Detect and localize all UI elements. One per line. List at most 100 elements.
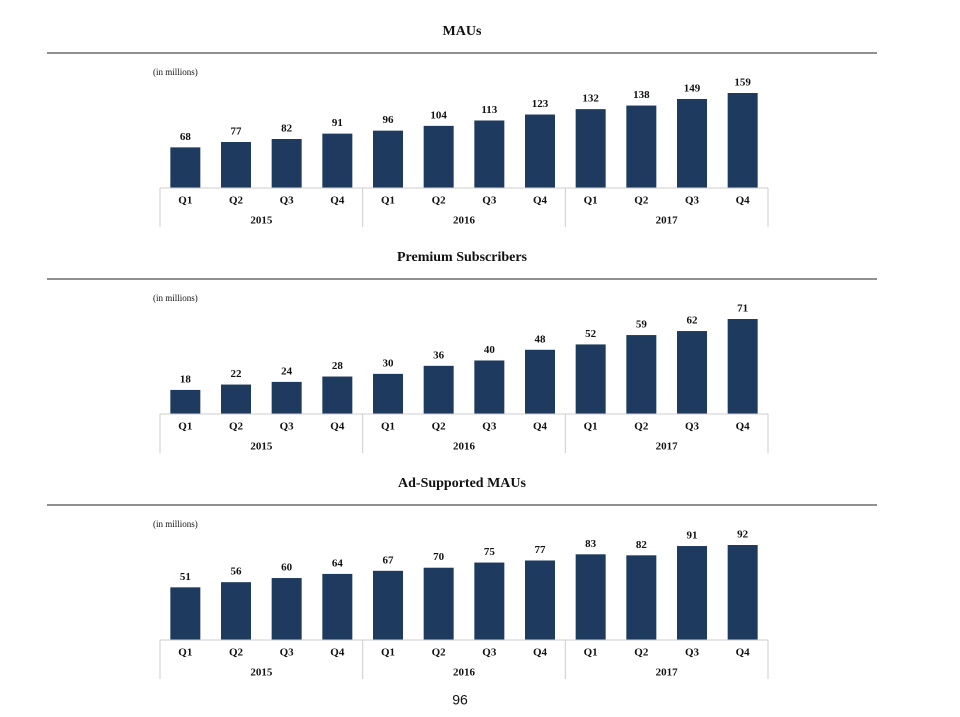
bar [322, 573, 353, 640]
data-label: 40 [484, 344, 496, 356]
data-label: 91 [332, 117, 343, 129]
category-label: Q2 [634, 421, 649, 433]
data-label: 68 [180, 131, 192, 143]
bar [525, 349, 555, 414]
data-label: 149 [684, 83, 701, 95]
data-label: 52 [585, 328, 597, 340]
category-label: Q3 [685, 647, 700, 659]
bar [423, 365, 454, 414]
data-label: 91 [687, 530, 698, 542]
bar [525, 114, 555, 188]
category-label: Q2 [432, 421, 447, 433]
group-label: 2017 [656, 667, 679, 679]
bar [474, 562, 505, 640]
category-label: Q4 [533, 195, 548, 207]
group-label: 2015 [250, 441, 273, 453]
category-label: Q3 [280, 647, 295, 659]
bar [575, 109, 606, 188]
bar [575, 554, 606, 640]
bar [423, 567, 454, 640]
group-label: 2016 [453, 215, 476, 227]
bar [271, 139, 302, 188]
category-label: Q3 [482, 647, 497, 659]
data-label: 24 [281, 365, 293, 377]
bar [423, 125, 454, 188]
category-label: Q4 [330, 195, 345, 207]
category-label: Q1 [381, 647, 395, 659]
data-label: 96 [383, 114, 395, 126]
category-label: Q4 [736, 647, 751, 659]
data-label: 83 [585, 538, 597, 550]
group-label: 2015 [250, 667, 273, 679]
group-label: 2015 [250, 215, 273, 227]
bar [677, 331, 707, 414]
data-label: 82 [281, 123, 293, 135]
category-label: Q4 [736, 195, 751, 207]
data-label: 36 [433, 349, 445, 361]
bar [271, 381, 302, 414]
data-label: 22 [231, 368, 243, 380]
category-label: Q1 [178, 421, 192, 433]
category-label: Q3 [280, 195, 295, 207]
category-label: Q1 [178, 647, 192, 659]
bar [221, 582, 251, 640]
group-label: 2017 [656, 215, 679, 227]
data-label: 82 [636, 539, 648, 551]
bar [677, 546, 707, 640]
data-label: 71 [737, 303, 748, 315]
bar [373, 570, 403, 640]
data-label: 59 [636, 319, 648, 331]
data-label: 138 [633, 89, 650, 101]
bar [727, 545, 758, 640]
data-label: 70 [433, 551, 445, 563]
bar [474, 120, 505, 188]
data-label: 56 [231, 566, 243, 578]
group-label: 2016 [453, 441, 476, 453]
chart-title: MAUs [443, 24, 482, 39]
bar [221, 384, 251, 414]
bar [170, 147, 201, 188]
data-label: 51 [180, 571, 191, 583]
data-label: 123 [532, 98, 549, 110]
data-label: 92 [737, 529, 749, 541]
category-label: Q2 [634, 195, 649, 207]
category-label: Q1 [178, 195, 192, 207]
chart-title: Premium Subscribers [397, 250, 528, 265]
data-label: 77 [231, 126, 243, 138]
data-label: 62 [687, 315, 699, 327]
data-label: 28 [332, 360, 344, 372]
group-label: 2016 [453, 667, 476, 679]
category-label: Q3 [482, 421, 497, 433]
category-label: Q1 [584, 647, 598, 659]
bar [170, 587, 201, 640]
page-number: 96 [452, 692, 468, 708]
category-label: Q1 [584, 421, 598, 433]
subtitle: (in millions) [153, 519, 198, 529]
data-label: 113 [481, 104, 497, 116]
category-label: Q4 [736, 421, 751, 433]
bar [322, 133, 353, 188]
bar [525, 560, 555, 640]
category-label: Q3 [482, 195, 497, 207]
subtitle: (in millions) [153, 67, 198, 77]
data-label: 48 [535, 333, 547, 345]
category-label: Q1 [584, 195, 598, 207]
bar [373, 130, 403, 188]
category-label: Q2 [229, 195, 244, 207]
data-label: 30 [383, 357, 395, 369]
data-label: 132 [582, 93, 599, 105]
category-label: Q3 [280, 421, 295, 433]
category-label: Q2 [432, 647, 447, 659]
bar [626, 335, 657, 414]
chart-title: Ad-Supported MAUs [398, 476, 527, 491]
data-label: 75 [484, 546, 496, 558]
bar [727, 319, 758, 414]
bar [474, 360, 505, 414]
category-label: Q3 [685, 421, 700, 433]
category-label: Q4 [330, 647, 345, 659]
data-label: 104 [430, 109, 447, 121]
bar [575, 344, 606, 414]
category-label: Q4 [533, 421, 548, 433]
data-label: 60 [281, 562, 293, 574]
category-label: Q4 [330, 421, 345, 433]
